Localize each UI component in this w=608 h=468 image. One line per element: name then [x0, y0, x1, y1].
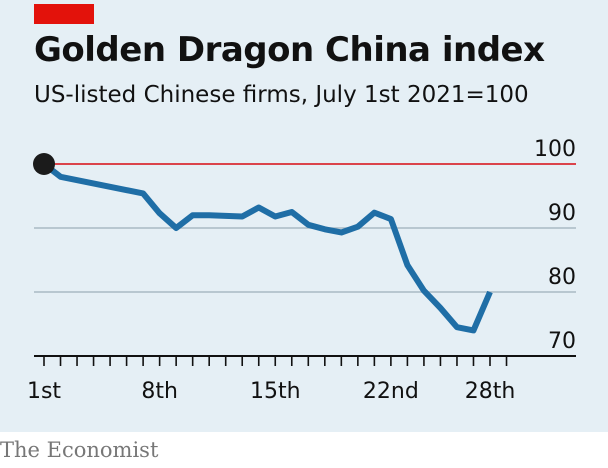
x-tick-label-8th: 8th	[141, 379, 178, 400]
brand-red-tag	[34, 4, 94, 24]
y-tick-label-100: 100	[534, 137, 576, 162]
y-tick-label-90: 90	[548, 201, 576, 226]
y-tick-label-80: 80	[548, 265, 576, 290]
x-tick-label-22nd: 22nd	[363, 379, 419, 400]
x-tick-label-28th: 28th	[465, 379, 516, 400]
y-tick-label-70: 70	[548, 329, 576, 354]
source-credit: The Economist	[0, 438, 159, 462]
series-line-0	[42, 161, 493, 334]
x-tick-label-1st: 1st	[27, 379, 61, 400]
chart-title: Golden Dragon China index	[34, 30, 545, 70]
line-chart: 70 80 90 100 1st 8th 15th 22nd 28th	[27, 137, 576, 400]
chart-subtitle: US-listed Chinese firms, July 1st 2021=1…	[34, 82, 529, 108]
start-marker	[33, 153, 55, 175]
x-tick-label-15th: 15th	[250, 379, 301, 400]
